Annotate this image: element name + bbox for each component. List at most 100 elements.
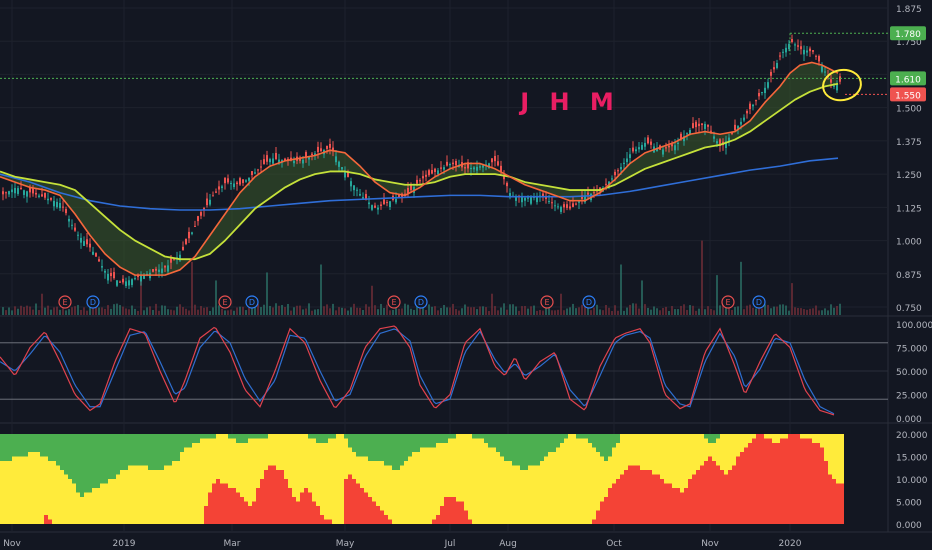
candle-body [557, 206, 559, 208]
volume-bar [68, 309, 70, 315]
candle-body [218, 186, 220, 190]
volume-bar [311, 310, 313, 315]
price-tick-label: 1.500 [896, 105, 922, 115]
volume-bar [662, 307, 664, 315]
candle-body [641, 145, 643, 150]
candle-body [338, 161, 340, 167]
candle-body [197, 216, 199, 222]
event-marker[interactable]: E [58, 295, 72, 309]
candle-body [128, 280, 130, 286]
volume-bar [722, 303, 724, 315]
candle-body [104, 270, 106, 273]
candle-body [344, 172, 346, 178]
volume-bar [446, 307, 448, 315]
candle-body [248, 177, 250, 181]
event-marker-label: D [90, 298, 96, 307]
candle-body [782, 51, 784, 53]
price-marker-label: 1.780 [895, 30, 921, 40]
candle-body [227, 178, 229, 183]
volume-bar [494, 306, 496, 315]
candle-body [689, 129, 691, 135]
time-tick-label: May [336, 539, 355, 549]
volume-bar [221, 308, 223, 315]
event-marker[interactable]: D [245, 295, 259, 309]
candle-body [68, 218, 70, 222]
volume-bar [200, 306, 202, 315]
candle-body [155, 268, 157, 271]
candle-body [167, 265, 169, 272]
volume-bar [647, 307, 649, 315]
event-marker[interactable]: E [387, 295, 401, 309]
price-marker-tag [890, 71, 926, 86]
candle-body [35, 192, 37, 195]
event-marker[interactable]: D [414, 295, 428, 309]
volume-bar [242, 306, 244, 315]
candle-body [89, 243, 91, 248]
volume-bar [422, 306, 424, 315]
volume-bar [161, 305, 163, 315]
volume-bar [836, 305, 838, 315]
time-tick-label: Jul [444, 539, 456, 549]
stoch-k-line [0, 325, 835, 416]
volume-bar [371, 285, 373, 315]
candle-body [209, 199, 211, 205]
candle-body [548, 201, 550, 203]
volume-bar [299, 305, 301, 315]
event-marker[interactable]: E [218, 295, 232, 309]
volume-bar [665, 306, 667, 315]
volume-bar [365, 304, 367, 315]
event-marker[interactable]: E [540, 295, 554, 309]
volume-bar [833, 307, 835, 315]
time-tick-label: Oct [606, 539, 622, 549]
volume-bar [53, 307, 55, 315]
candle-body [623, 162, 625, 165]
candle-body [191, 232, 193, 234]
candle-body [422, 176, 424, 179]
event-marker[interactable]: E [721, 295, 735, 309]
volume-bar [317, 309, 319, 315]
volume-bar [437, 310, 439, 315]
volume-bar [635, 303, 637, 315]
time-tick-label: 2020 [779, 539, 802, 549]
volume-bar [770, 308, 772, 315]
volume-bar [560, 293, 562, 315]
volume-bar [611, 311, 613, 315]
volume-bar [626, 307, 628, 315]
time-tick-label: Nov [701, 539, 719, 549]
event-marker[interactable]: D [582, 295, 596, 309]
volume-bar [704, 309, 706, 315]
candle-body [320, 148, 322, 152]
volume-bar [23, 307, 25, 315]
candle-body [5, 192, 7, 194]
candle-body [224, 177, 226, 184]
event-marker[interactable]: D [86, 295, 100, 309]
candle-body [656, 148, 658, 152]
candle-body [371, 205, 373, 210]
volume-bar [482, 306, 484, 315]
volume-bar [155, 303, 157, 315]
candle-body [587, 192, 589, 195]
volume-bar [815, 305, 817, 315]
volume-bar [62, 308, 64, 315]
volume-bar [257, 303, 259, 315]
candle-body [356, 189, 358, 191]
candle-body [302, 159, 304, 164]
candle-body [158, 269, 160, 272]
price-tick-label: 0.750 [896, 304, 922, 314]
candle-body [98, 259, 100, 262]
candle-body [455, 160, 457, 166]
volume-bar [608, 307, 610, 315]
event-marker[interactable]: D [752, 295, 766, 309]
candle-body [428, 170, 430, 176]
candle-body [179, 254, 181, 261]
candle-body [293, 160, 295, 164]
volume-bar [323, 306, 325, 315]
candle-body [59, 203, 61, 209]
candle-body [440, 167, 442, 169]
event-marker-circle [582, 295, 596, 309]
volume-bar [146, 307, 148, 315]
candle-body [770, 71, 772, 76]
volume-bar [218, 305, 220, 315]
candle-body [101, 266, 103, 268]
volume-bar [812, 308, 814, 315]
